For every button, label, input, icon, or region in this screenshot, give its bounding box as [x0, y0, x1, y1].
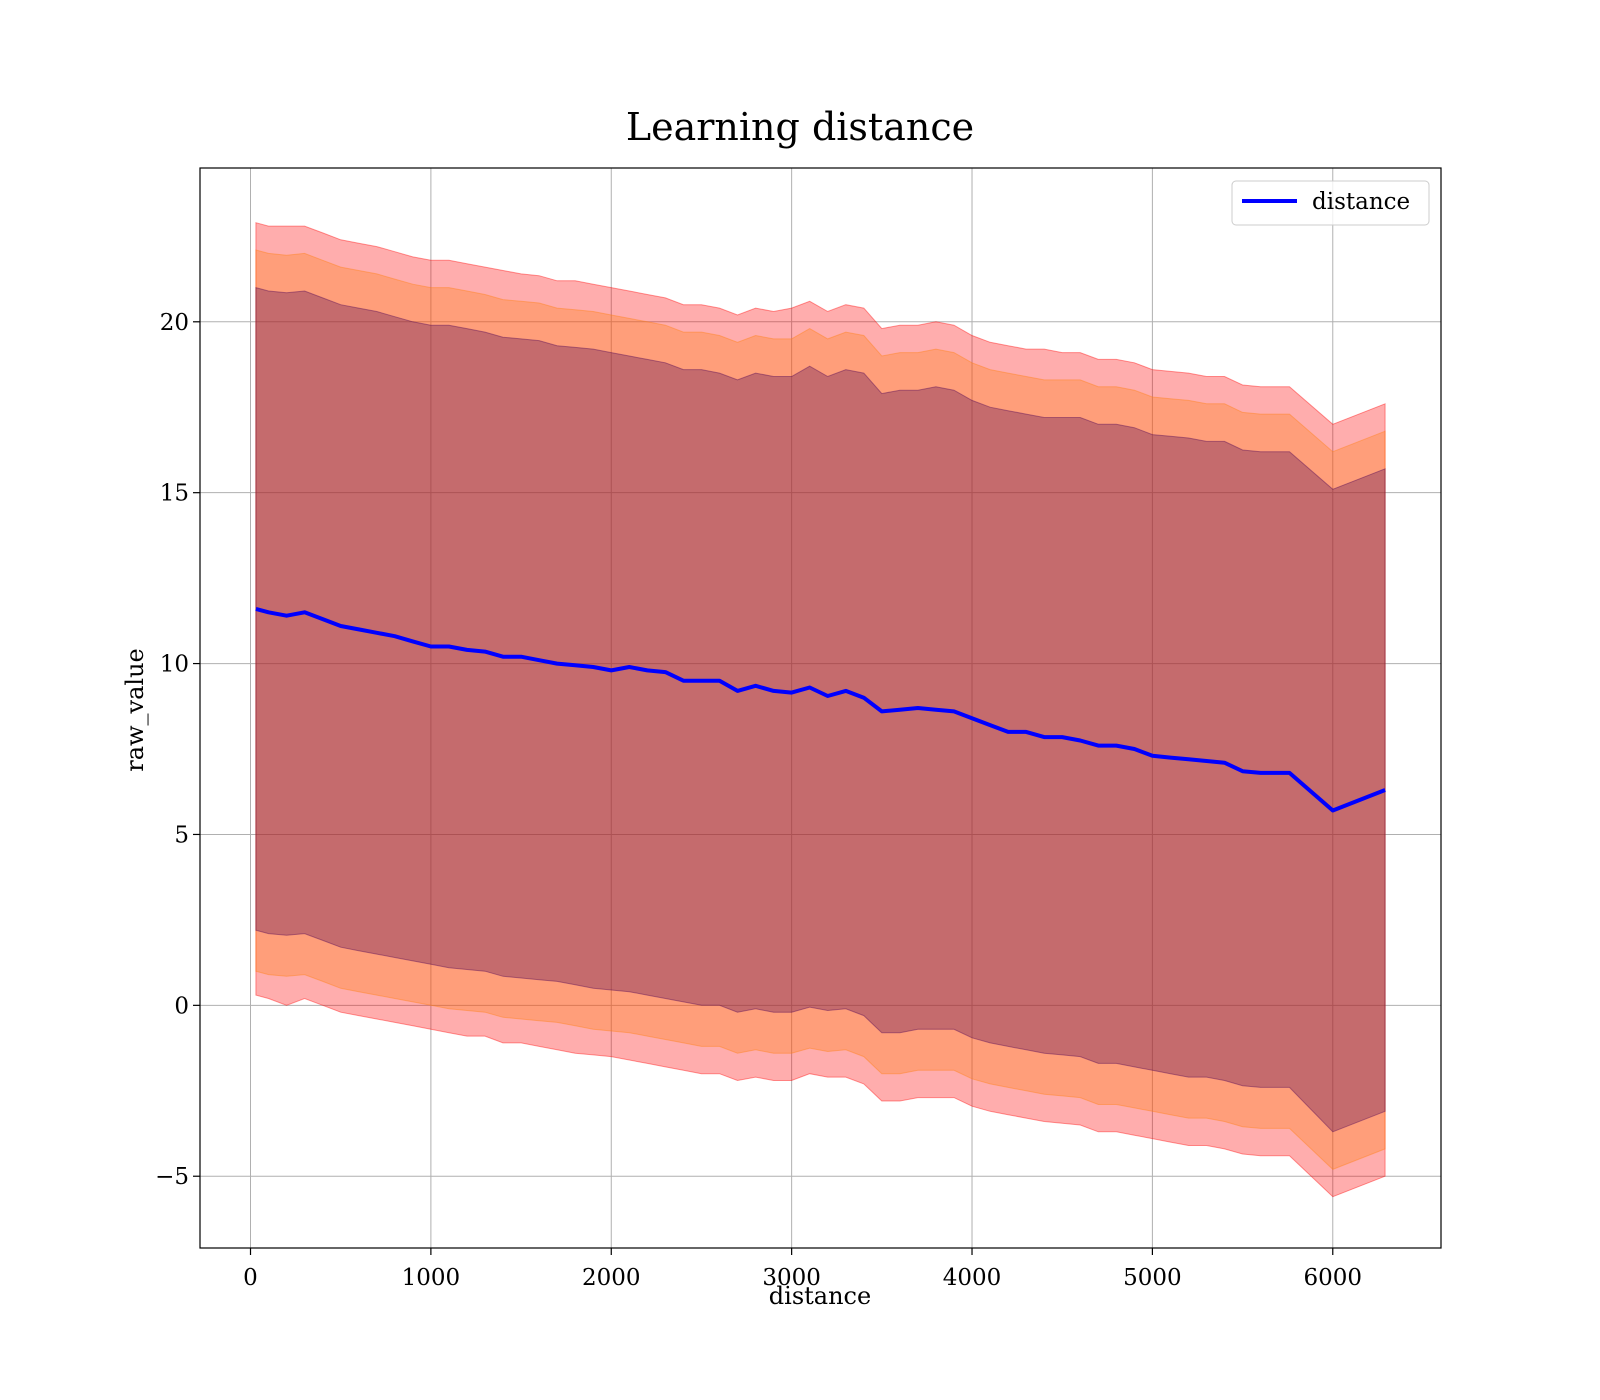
x-tick-label: 1000 — [402, 1265, 461, 1291]
y-tick-label: 5 — [174, 822, 189, 848]
legend-label: distance — [1312, 189, 1410, 215]
x-axis-ticks: 0 1000 2000 3000 4000 5000 6000 — [243, 1248, 1362, 1291]
series-line-distance — [255, 606, 1386, 813]
confidence-bands — [255, 222, 1386, 1198]
y-tick-label: −5 — [155, 1164, 189, 1190]
x-tick-label: 0 — [243, 1265, 258, 1291]
legend: distance — [1231, 180, 1430, 226]
y-tick-label: 15 — [160, 481, 189, 507]
y-axis-ticks: −5 0 5 10 15 20 — [155, 310, 200, 1190]
band-area-3 — [255, 286, 1386, 1133]
y-tick-label: 10 — [160, 652, 189, 678]
grid — [200, 168, 1441, 1248]
plot-area-frame — [199, 167, 1442, 1249]
band-area-1 — [255, 222, 1386, 1198]
y-tick-label: 0 — [174, 993, 189, 1019]
x-axis-label: distance — [769, 1282, 871, 1310]
y-axis-label: raw_value — [121, 648, 149, 772]
x-tick-label: 5000 — [1123, 1265, 1182, 1291]
x-tick-label: 2000 — [582, 1265, 641, 1291]
data-line-layer — [255, 606, 1386, 813]
legend-box — [1231, 180, 1430, 226]
chart-title: Learning distance — [626, 105, 974, 149]
x-tick-label: 6000 — [1303, 1265, 1362, 1291]
x-tick-label: 4000 — [943, 1265, 1002, 1291]
band-area-2 — [255, 249, 1386, 1170]
x-tick-label: 3000 — [762, 1265, 821, 1291]
y-tick-label: 20 — [160, 310, 189, 336]
